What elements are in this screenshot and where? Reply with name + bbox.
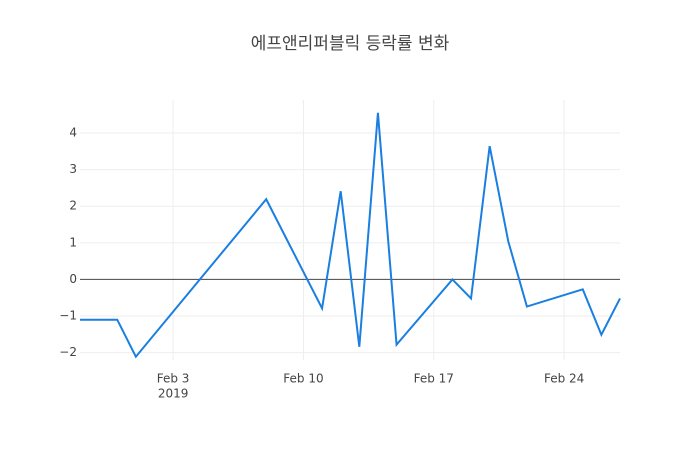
x-tick-label: Feb 17	[414, 372, 454, 386]
y-tick-label: 4	[69, 125, 77, 139]
y-tick-label: 3	[69, 162, 77, 176]
y-tick-label: 2	[69, 199, 77, 213]
y-tick-label: −2	[59, 345, 77, 359]
x-tick-label: 2019	[158, 387, 189, 401]
x-tick-label: Feb 10	[283, 372, 323, 386]
x-tick-label: Feb 3	[157, 372, 190, 386]
y-tick-label: 0	[69, 272, 77, 286]
series-line	[80, 112, 621, 359]
y-tick-label: 1	[69, 235, 77, 249]
y-tick-label: −1	[59, 309, 77, 323]
x-tick-label: Feb 24	[544, 372, 584, 386]
chart-title: 에프앤리퍼블릭 등락률 변화	[251, 34, 450, 54]
